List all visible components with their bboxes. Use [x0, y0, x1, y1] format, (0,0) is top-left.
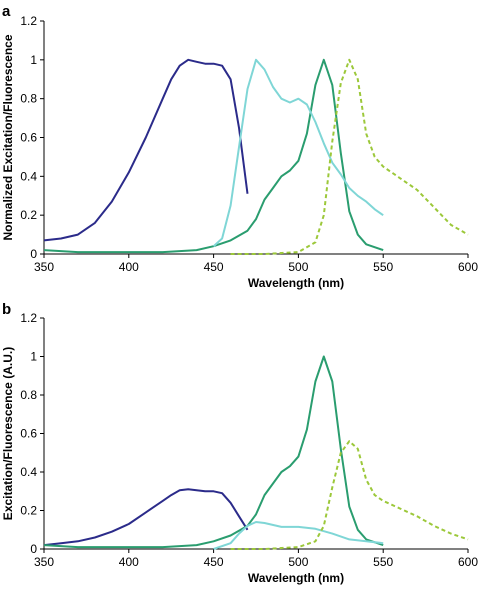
x-axis-title: Wavelength (nm) — [248, 571, 344, 585]
x-tick-label: 600 — [458, 555, 478, 569]
y-tick-label: 1 — [30, 53, 37, 67]
panel-label: b — [2, 301, 11, 318]
x-tick-label: 550 — [373, 555, 393, 569]
x-tick-label: 450 — [204, 260, 224, 274]
y-tick-label: 0.8 — [20, 92, 37, 106]
x-tick-label: 500 — [288, 555, 308, 569]
chart-panel-b: b 0 0.2 0.4 0.6 0.8 1 1.2 350 400 450 500 550 600 Wave… — [1, 301, 478, 585]
x-tick-label: 500 — [288, 260, 308, 274]
series-violet-curve — [43, 488, 249, 547]
y-tick-label: 0.6 — [20, 427, 37, 441]
y-tick-label: 0 — [30, 247, 37, 261]
y-tick-label: 1.2 — [20, 14, 37, 28]
series-green-curve — [43, 355, 384, 549]
x-tick-label: 400 — [119, 260, 139, 274]
x-tick-label: 350 — [34, 555, 54, 569]
series-cyan-curve — [212, 58, 384, 247]
y-tick-label: 0 — [30, 542, 37, 556]
y-tick-label: 0.6 — [20, 131, 37, 145]
series-green-curve — [43, 58, 384, 254]
x-axis-title: Wavelength (nm) — [248, 276, 344, 290]
series-yellow-dashed-curve — [230, 440, 469, 550]
chart-panel-a: a 0 0.2 0.4 0.6 0.8 1 1.2 350 400 450 500 550 600 Wave… — [1, 3, 478, 290]
panel-label: a — [2, 3, 11, 20]
series-violet-curve — [43, 58, 249, 242]
x-tick-label: 350 — [34, 260, 54, 274]
y-tick-label: 1.2 — [20, 311, 37, 325]
series-yellow-dashed-curve — [230, 58, 469, 255]
x-tick-label: 600 — [458, 260, 478, 274]
y-axis-title: Excitation/Fluorescence (A.U.) — [1, 347, 15, 520]
y-tick-label: 0.2 — [20, 504, 37, 518]
y-tick-label: 0.4 — [20, 169, 37, 183]
series-cyan-curve — [213, 521, 384, 550]
y-tick-label: 0.2 — [20, 208, 37, 222]
x-tick-label: 450 — [204, 555, 224, 569]
y-tick-label: 0.4 — [20, 465, 37, 479]
y-axis-title: Normalized Excitation/Fluorescence — [1, 34, 15, 240]
x-tick-label: 550 — [373, 260, 393, 274]
y-tick-label: 1 — [30, 350, 37, 364]
y-tick-label: 0.8 — [20, 388, 37, 402]
x-tick-label: 400 — [119, 555, 139, 569]
